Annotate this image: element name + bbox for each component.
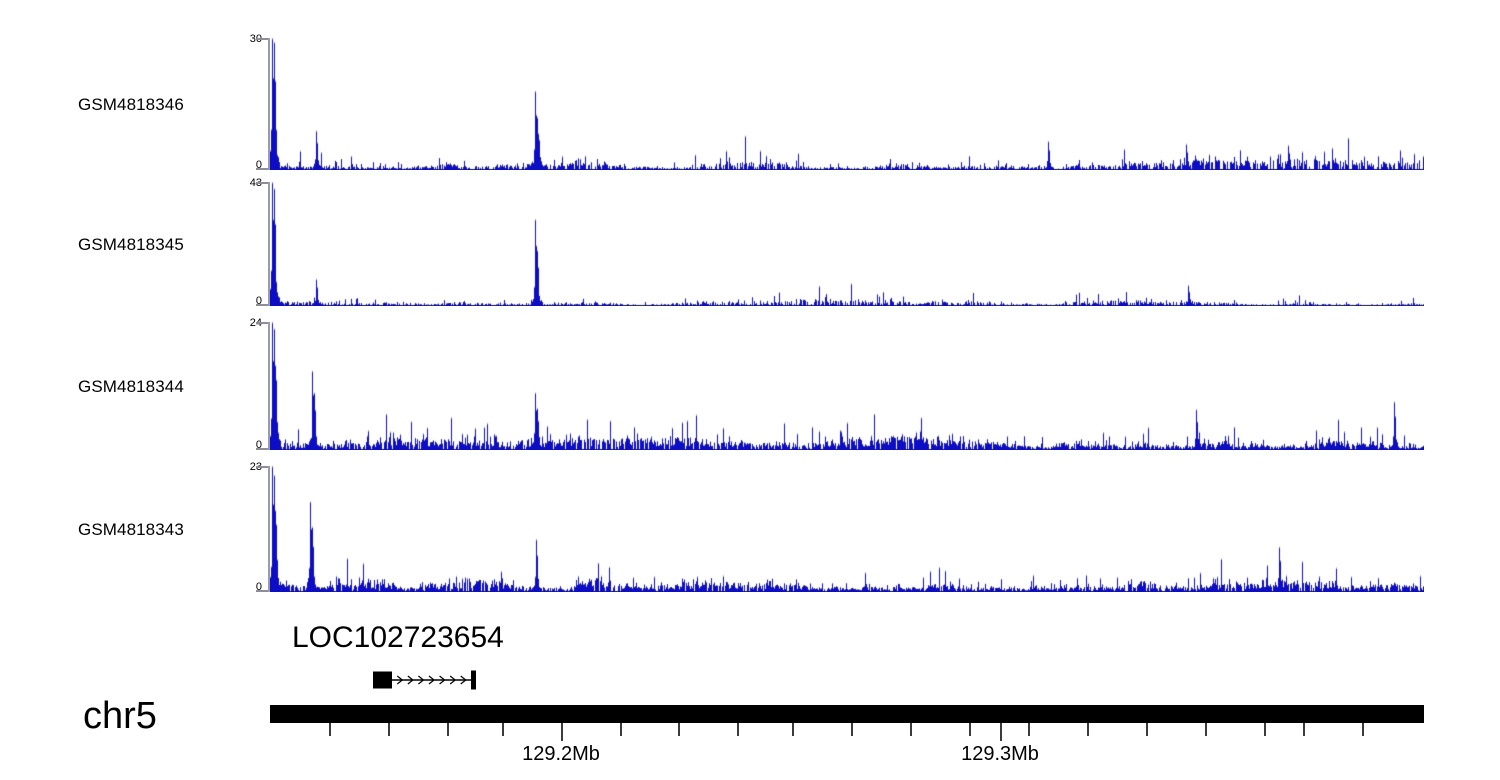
ruler-tick-minor	[329, 723, 331, 736]
ruler-tick-minor	[969, 723, 971, 736]
chromosome-label: chr5	[83, 695, 157, 737]
track-row: GSM4818343 23 0	[0, 462, 1500, 593]
exon-block-start	[373, 671, 392, 689]
axis-tick-top	[256, 182, 270, 184]
track-row: GSM4818345 43 0	[0, 178, 1500, 307]
signal-track-gsm4818346[interactable]	[270, 38, 1424, 170]
ruler-tick-major	[1000, 723, 1002, 741]
strand-arrow-icon	[418, 675, 425, 685]
ruler-tick-minor	[678, 723, 680, 736]
ruler-tick-minor	[1087, 723, 1089, 736]
axis-max-label: 24	[250, 318, 262, 329]
chromosome-ideogram-bar[interactable]	[270, 705, 1424, 723]
ruler-tick-minor	[851, 723, 853, 736]
gene-label[interactable]: LOC102723654	[292, 621, 504, 654]
axis-spine	[268, 182, 270, 306]
strand-arrow-icon	[439, 675, 446, 685]
strand-arrow-icon	[449, 675, 457, 685]
ruler-tick-minor	[388, 723, 390, 736]
strand-arrow-icon	[460, 675, 467, 685]
axis-tick-top	[256, 466, 270, 468]
axis-tick-bottom	[256, 448, 270, 450]
gene-model[interactable]	[373, 669, 478, 691]
track-label-gsm4818343[interactable]: GSM4818343	[78, 520, 184, 539]
axis-min-label: 0	[255, 439, 262, 451]
axis-spine	[268, 322, 270, 450]
ruler-tick-major	[561, 723, 563, 741]
axis-max-label: 23	[250, 462, 262, 473]
axis-tick-top	[256, 322, 270, 324]
axis-tick-bottom	[256, 168, 270, 170]
axis-min-label: 0	[255, 581, 262, 593]
signal-track-gsm4818345[interactable]	[270, 182, 1424, 306]
ruler-tick-minor	[1028, 723, 1030, 736]
track-label-gsm4818344[interactable]: GSM4818344	[78, 377, 184, 396]
axis-spine	[268, 466, 270, 592]
ruler-tick-minor	[1205, 723, 1207, 736]
track-row: GSM4818344 24 0	[0, 318, 1500, 451]
ruler-tick-minor	[910, 723, 912, 736]
axis-min-label: 0	[255, 159, 262, 171]
ruler-tick-minor	[737, 723, 739, 736]
ruler-tick-minor	[792, 723, 794, 736]
strand-arrow-icon	[396, 675, 404, 685]
ruler-tick-minor	[1362, 723, 1364, 736]
strand-arrow-icon	[428, 675, 435, 685]
ruler-tick-minor	[447, 723, 449, 736]
axis-spine	[268, 38, 270, 170]
axis-max-label: 43	[250, 178, 262, 189]
axis-tick-top	[256, 38, 270, 40]
ruler-label-0: 129.2Mb	[522, 743, 600, 765]
track-row: GSM4818346 30 0	[0, 34, 1500, 171]
gene-model-svg	[373, 670, 476, 690]
ruler-tick-minor	[502, 723, 504, 736]
axis-tick-bottom	[256, 590, 270, 592]
axis-tick-bottom	[256, 304, 270, 306]
ruler-tick-minor	[1264, 723, 1266, 736]
track-label-gsm4818345[interactable]: GSM4818345	[78, 235, 184, 254]
signal-track-gsm4818343[interactable]	[270, 466, 1424, 592]
axis-min-label: 0	[255, 295, 262, 307]
ruler-tick-minor	[1303, 723, 1305, 736]
ruler-tick-minor	[620, 723, 622, 736]
ruler-tick-minor	[1146, 723, 1148, 736]
strand-arrow-icon	[407, 675, 414, 685]
exon-block-end	[471, 670, 476, 690]
axis-max-label: 30	[250, 34, 262, 45]
signal-track-gsm4818344[interactable]	[270, 322, 1424, 450]
track-label-gsm4818346[interactable]: GSM4818346	[78, 95, 184, 114]
ruler-label-1: 129.3Mb	[961, 743, 1039, 765]
